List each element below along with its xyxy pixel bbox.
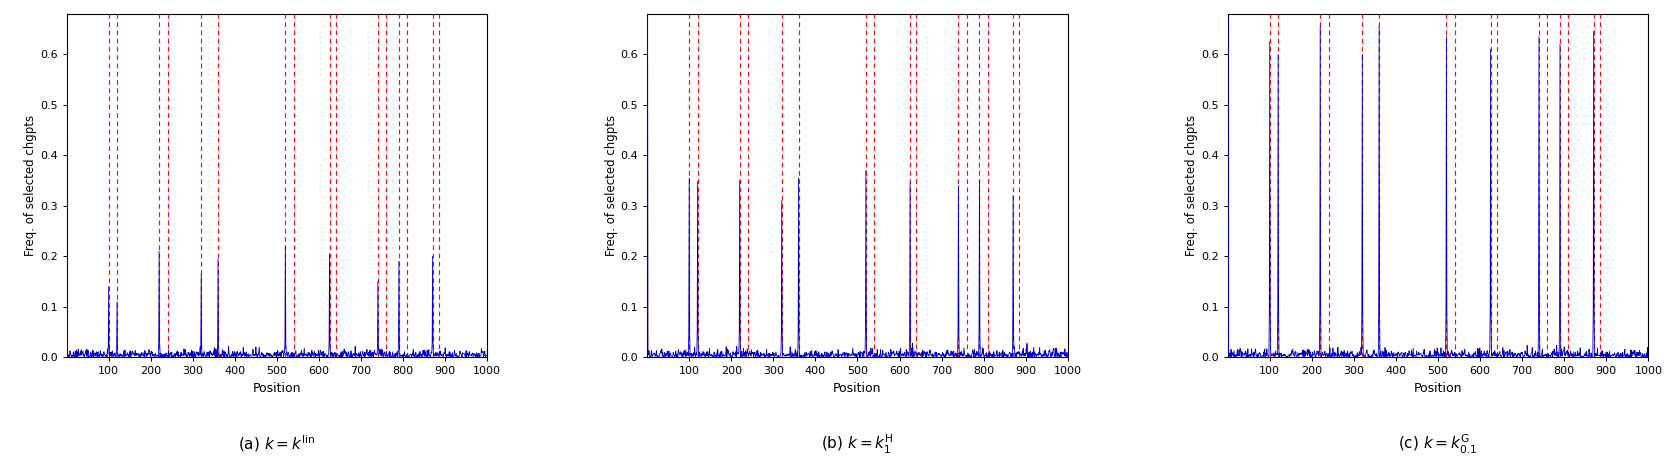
X-axis label: Position: Position (253, 382, 301, 395)
Text: (a) $k = k^{\mathrm{lin}}$: (a) $k = k^{\mathrm{lin}}$ (238, 433, 316, 453)
Text: (b) $k = k_1^{\mathrm{H}}$: (b) $k = k_1^{\mathrm{H}}$ (820, 433, 894, 456)
Y-axis label: Freq. of selected chgpts: Freq. of selected chgpts (604, 115, 617, 256)
X-axis label: Position: Position (832, 382, 882, 395)
Y-axis label: Freq. of selected chgpts: Freq. of selected chgpts (23, 115, 37, 256)
Text: (c) $k = k_{0.1}^{\mathrm{G}}$: (c) $k = k_{0.1}^{\mathrm{G}}$ (1398, 433, 1478, 456)
X-axis label: Position: Position (1413, 382, 1461, 395)
Y-axis label: Freq. of selected chgpts: Freq. of selected chgpts (1185, 115, 1198, 256)
